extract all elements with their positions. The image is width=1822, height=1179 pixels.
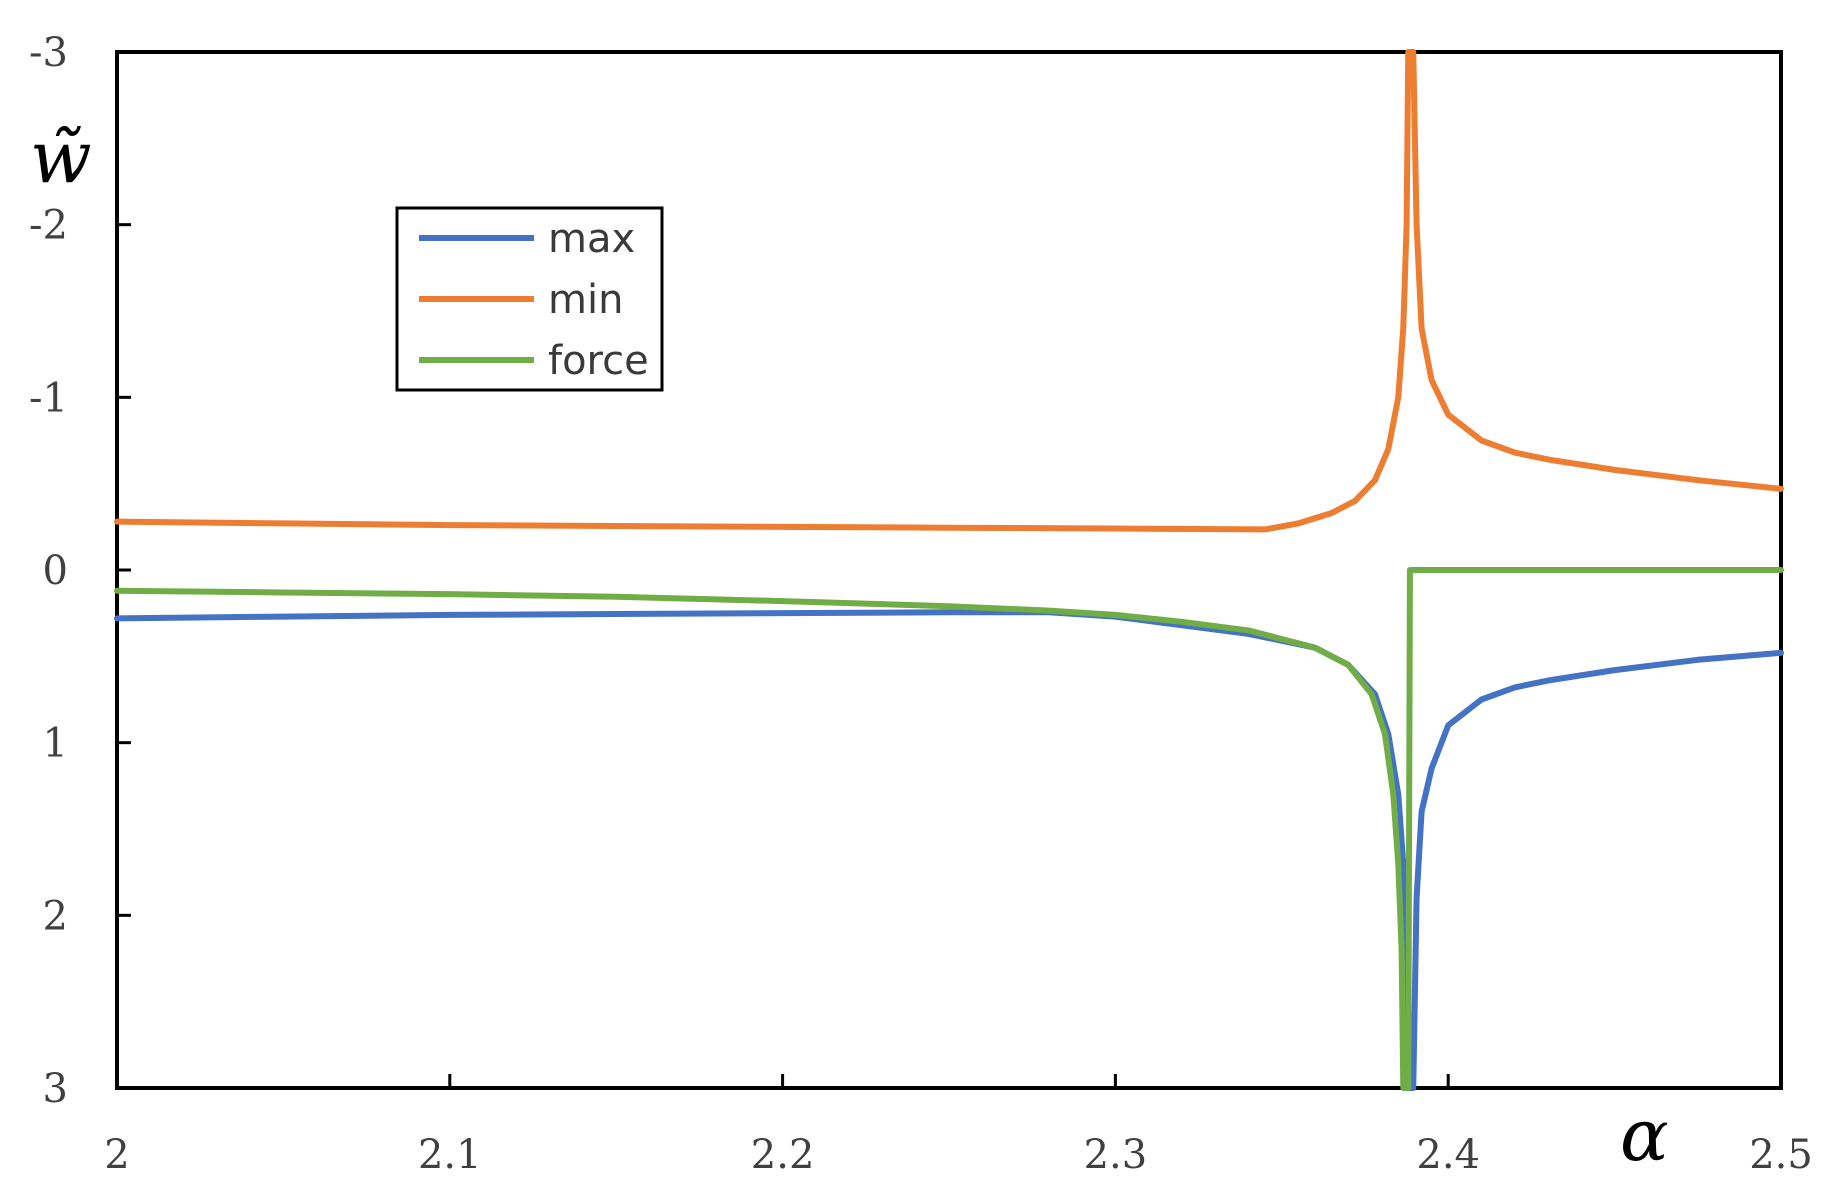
y-tick-label: -3 bbox=[29, 30, 68, 76]
x-tick-label: 2 bbox=[104, 1132, 129, 1178]
series-line-min bbox=[114, 49, 1784, 533]
legend-label-min: min bbox=[548, 277, 623, 323]
x-tick-label: 2.1 bbox=[418, 1132, 482, 1178]
legend-label-force: force bbox=[548, 338, 649, 384]
y-tick-label: -2 bbox=[29, 203, 68, 249]
x-tick-label: 2.3 bbox=[1084, 1132, 1148, 1178]
axis-ticks bbox=[115, 50, 1783, 1090]
x-tick-label: 2.5 bbox=[1749, 1132, 1813, 1178]
x-tick-label: 2.2 bbox=[751, 1132, 815, 1178]
y-tick-label: 2 bbox=[43, 893, 68, 939]
series-lines bbox=[114, 49, 1784, 1091]
y-tick-label: 1 bbox=[43, 721, 68, 767]
legend: max min force bbox=[395, 206, 664, 392]
series-line-force bbox=[114, 567, 1784, 1091]
y-tick-label: -1 bbox=[29, 375, 68, 421]
x-axis-label: α bbox=[1620, 1093, 1669, 1177]
series-line-max bbox=[114, 609, 1784, 1091]
x-tick-label: 2.4 bbox=[1416, 1132, 1480, 1178]
legend-entries: max min force bbox=[419, 216, 649, 384]
y-tick-label: 0 bbox=[43, 548, 68, 594]
y-tick-label: 3 bbox=[43, 1066, 68, 1112]
legend-label-max: max bbox=[548, 216, 635, 262]
y-axis-label: w̃ bbox=[30, 115, 92, 199]
